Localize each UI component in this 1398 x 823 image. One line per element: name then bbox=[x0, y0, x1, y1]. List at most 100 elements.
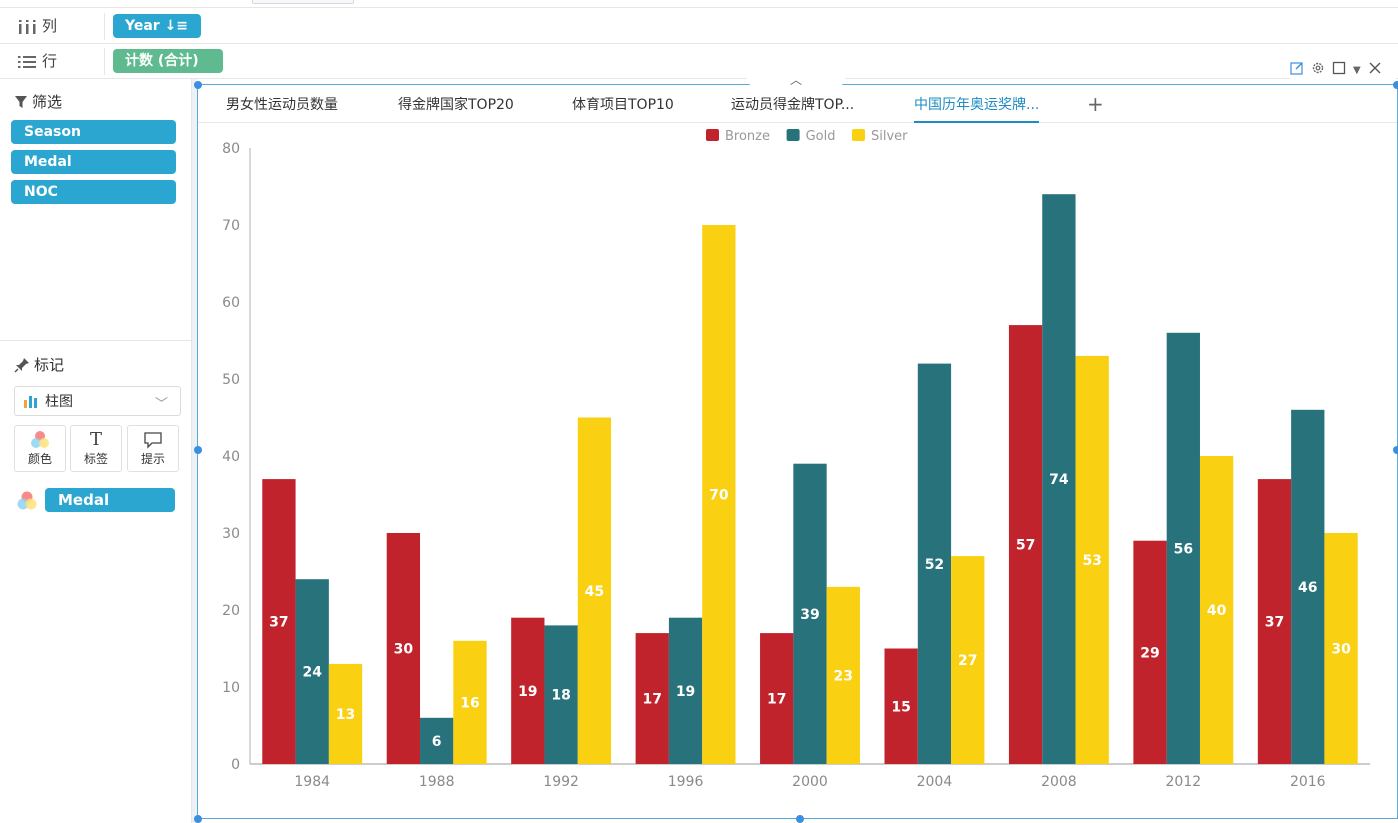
bar-silver bbox=[1324, 533, 1358, 764]
filter-season[interactable]: Season bbox=[11, 120, 176, 144]
chart-type-select[interactable]: 柱图 ﹀ bbox=[14, 386, 181, 416]
x-tick-label: 2000 bbox=[792, 774, 828, 790]
color-field-medal-pill[interactable]: Medal bbox=[45, 488, 175, 512]
label-mark-button[interactable]: T 标签 bbox=[70, 425, 122, 472]
add-tab-icon[interactable]: + bbox=[1087, 92, 1104, 116]
top-tab-hint[interactable] bbox=[252, 0, 354, 4]
x-tick-label: 2004 bbox=[917, 774, 953, 790]
bar-gold bbox=[668, 617, 703, 764]
y-tick-label: 10 bbox=[222, 680, 240, 696]
tab-athlete-gold[interactable]: 运动员得金牌TOP... bbox=[731, 97, 855, 113]
bar-gold bbox=[793, 463, 827, 764]
y-tick-label: 70 bbox=[222, 218, 240, 234]
bar-value-label: 30 bbox=[1331, 642, 1351, 658]
bar-silver bbox=[1199, 456, 1234, 764]
bar-bronze bbox=[262, 479, 296, 764]
bar-value-label: 37 bbox=[269, 615, 288, 631]
bar-value-label: 57 bbox=[1016, 538, 1035, 554]
marks-title: 标记 bbox=[14, 354, 64, 375]
maximize-icon[interactable] bbox=[1332, 61, 1346, 79]
tooltip-icon bbox=[128, 426, 178, 452]
bar-bronze bbox=[884, 648, 918, 764]
resize-handle[interactable] bbox=[194, 81, 202, 89]
tooltip-mark-label: 提示 bbox=[140, 452, 165, 466]
bar-silver bbox=[826, 586, 860, 764]
top-strip bbox=[0, 0, 1398, 8]
bar-bronze bbox=[760, 633, 794, 764]
edit-icon[interactable] bbox=[1290, 61, 1304, 79]
legend-swatch-bronze bbox=[706, 129, 719, 141]
year-pill[interactable]: Year ↓≡ bbox=[113, 14, 201, 38]
resize-handle[interactable] bbox=[1393, 81, 1398, 89]
legend-label-silver: Silver bbox=[871, 129, 908, 144]
color-legend-icon bbox=[16, 490, 38, 512]
bar-gold bbox=[1166, 332, 1200, 764]
legend-label-gold: Gold bbox=[806, 129, 836, 144]
shelf-divider bbox=[104, 13, 105, 40]
chevron-up-icon[interactable]: ︿ bbox=[746, 74, 846, 89]
bar-bronze bbox=[1257, 479, 1292, 764]
x-tick-label: 1984 bbox=[294, 774, 330, 790]
tab-gender-athletes[interactable]: 男女性运动员数量 bbox=[226, 97, 338, 113]
bar-silver bbox=[951, 556, 985, 764]
bar-value-label: 13 bbox=[336, 707, 355, 723]
bar-value-label: 17 bbox=[767, 692, 786, 708]
bar-value-label: 45 bbox=[585, 584, 604, 600]
bar-value-label: 15 bbox=[891, 699, 910, 715]
bar-gold bbox=[1291, 409, 1325, 764]
bar-bronze bbox=[1133, 540, 1167, 764]
x-tick-label: 2012 bbox=[1166, 774, 1202, 790]
legend-label-bronze: Bronze bbox=[725, 129, 770, 144]
filter-medal[interactable]: Medal bbox=[11, 150, 176, 174]
chevron-down-icon: ﹀ bbox=[154, 397, 168, 412]
count-sum-pill[interactable]: 计数 (合计) bbox=[113, 49, 223, 73]
bar-chart: 0 10 20 30 40 50 60 70 80 37 24 13 1984 30 6 16 1988 19 18… bbox=[222, 129, 1370, 790]
bar-gold bbox=[1042, 194, 1076, 764]
y-tick-label: 0 bbox=[231, 757, 240, 773]
text-icon: T bbox=[89, 429, 102, 450]
bar-silver bbox=[702, 225, 736, 764]
bar-value-label: 16 bbox=[460, 695, 479, 711]
close-icon[interactable] bbox=[1368, 61, 1382, 79]
caret-down-icon[interactable]: ▼ bbox=[1353, 64, 1361, 76]
filter-title-text: 筛选 bbox=[32, 93, 63, 111]
filter-noc[interactable]: NOC bbox=[11, 180, 176, 204]
rows-shelf: 行 计数 (合计) bbox=[0, 44, 1398, 79]
bar-bronze bbox=[386, 533, 421, 764]
x-tick-label: 1996 bbox=[668, 774, 704, 790]
resize-handle[interactable] bbox=[1393, 446, 1398, 454]
resize-handle[interactable] bbox=[796, 815, 804, 823]
rows-label-text: 行 bbox=[42, 52, 58, 70]
bar-silver bbox=[453, 640, 487, 764]
resize-handle[interactable] bbox=[194, 815, 202, 823]
bar-value-label: 29 bbox=[1140, 645, 1159, 661]
bar-value-label: 27 bbox=[958, 653, 977, 669]
tab-gold-countries[interactable]: 得金牌国家TOP20 bbox=[398, 97, 514, 113]
legend-swatch-silver bbox=[852, 129, 865, 141]
bar-value-label: 53 bbox=[1082, 553, 1101, 569]
y-tick-label: 40 bbox=[222, 449, 240, 465]
bar-silver bbox=[328, 663, 363, 764]
sidebar: 筛选 Season Medal NOC 标记 柱图 ﹀ 颜色 T 标签 提示 M… bbox=[0, 79, 192, 823]
bar-silver bbox=[577, 417, 612, 764]
bar-value-label: 52 bbox=[925, 557, 944, 573]
rows-shelf-label: 行 bbox=[18, 44, 57, 79]
y-tick-label: 50 bbox=[222, 372, 240, 388]
bar-value-label: 18 bbox=[551, 688, 570, 704]
color-mark-button[interactable]: 颜色 bbox=[14, 425, 66, 472]
y-tick-label: 60 bbox=[222, 295, 240, 311]
gear-icon[interactable] bbox=[1311, 61, 1325, 79]
bar-gold bbox=[420, 717, 454, 764]
y-tick-label: 30 bbox=[222, 526, 240, 542]
filter-icon bbox=[15, 95, 27, 108]
tooltip-mark-button[interactable]: 提示 bbox=[127, 425, 179, 472]
tab-sports-top10[interactable]: 体育项目TOP10 bbox=[572, 97, 674, 113]
bar-value-label: 40 bbox=[1207, 603, 1227, 619]
filter-title: 筛选 bbox=[14, 91, 62, 112]
chart-type-value: 柱图 bbox=[45, 394, 73, 410]
bar-value-label: 6 bbox=[432, 734, 442, 750]
resize-handle[interactable] bbox=[194, 446, 202, 454]
marks-title-text: 标记 bbox=[34, 356, 65, 374]
tab-china-medals[interactable]: 中国历年奥运奖牌... bbox=[914, 85, 1040, 123]
label-mark-label: 标签 bbox=[83, 452, 108, 466]
